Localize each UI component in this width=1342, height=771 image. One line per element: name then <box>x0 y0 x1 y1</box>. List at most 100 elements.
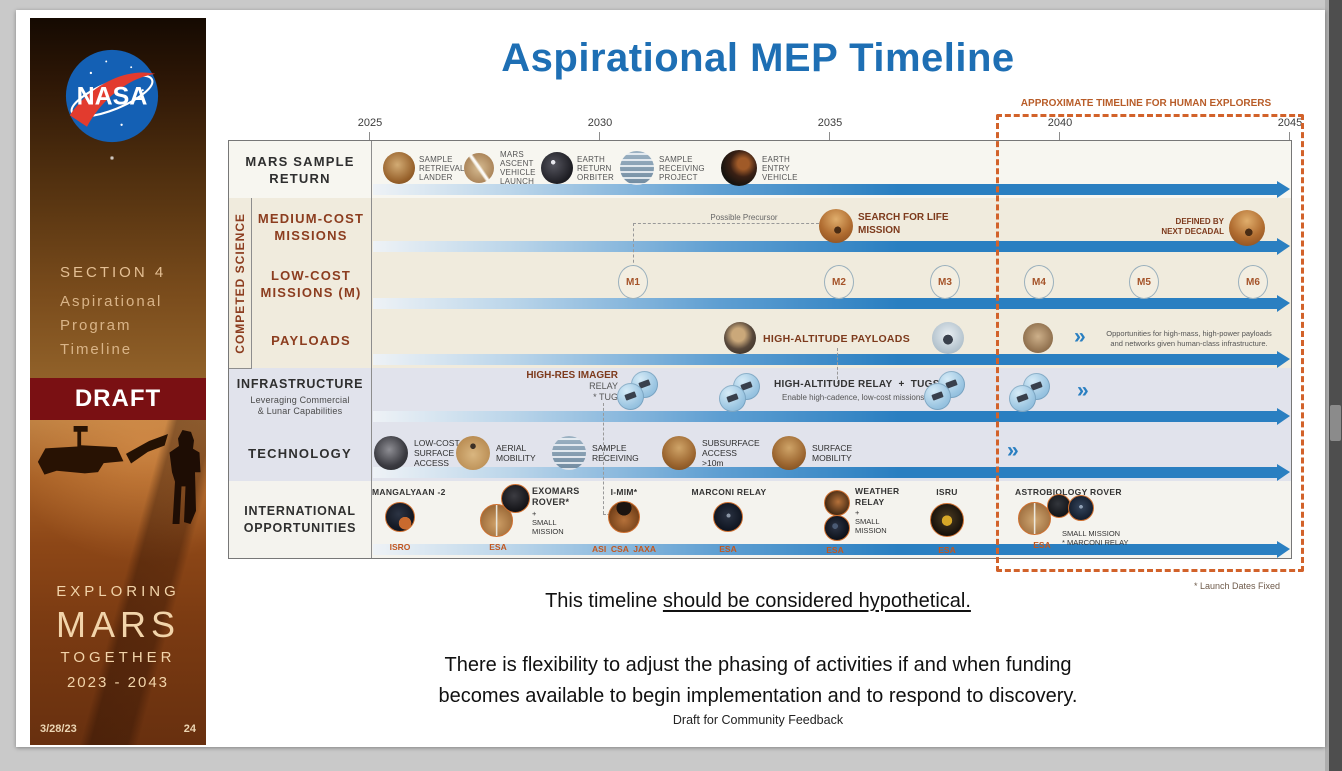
marconi-relay-icon <box>713 502 743 532</box>
technology-item-label: SUBSURFACE ACCESS >10m <box>702 438 760 468</box>
timeline-arrow-bar <box>373 181 1290 198</box>
tug-satellite-icon <box>617 383 644 410</box>
timeline-arrow-bar <box>373 464 1290 481</box>
timeline-arrow-bar <box>373 351 1290 368</box>
international-item-extra: + SMALL MISSION <box>855 508 887 535</box>
row-label: MEDIUM-COST MISSIONS <box>257 210 365 243</box>
payload-balloon-icon <box>932 322 964 354</box>
row-label: INTERNATIONAL OPPORTUNITIES <box>243 503 357 535</box>
human-explorers-label: APPROXIMATE TIMELINE FOR HUMAN EXPLORERS <box>1020 98 1272 109</box>
scrollbar-thumb[interactable] <box>1330 405 1341 441</box>
international-item-title: EXOMARS ROVER* <box>532 486 580 507</box>
axis-tick <box>1059 132 1060 140</box>
high-res-imager-label: HIGH-RES IMAGER <box>526 370 618 381</box>
mission-m3-marker: M3 <box>930 265 960 299</box>
i-mim-icon <box>608 501 640 533</box>
aerial-mobility-helicopter-icon <box>456 436 490 470</box>
isru-icon <box>930 503 964 537</box>
row-label: PAYLOADS <box>271 332 351 348</box>
msr-item-label: MARS ASCENT VEHICLE LAUNCH <box>500 150 536 186</box>
mission-m5-marker: M5 <box>1129 265 1159 299</box>
international-item-title: I-MIM* <box>610 487 638 497</box>
international-item-title: MARCONI RELAY <box>691 487 767 497</box>
exploring-label: EXPLORING <box>56 583 180 600</box>
agency-label: ESA <box>1033 540 1051 550</box>
imager-imim-connector-line <box>603 403 604 514</box>
nasa-logo-icon: NASA <box>65 49 159 143</box>
international-item-extra: SMALL MISSION * MARCONI RELAY <box>1062 529 1129 547</box>
payload-relay-connector-line <box>837 348 838 384</box>
subsurface-access-drill-icon <box>662 436 696 470</box>
msr-item-label: SAMPLE RECEIVING PROJECT <box>659 155 705 182</box>
timeline-content: SAMPLE RETRIEVAL LANDER MARS ASCENT VEHI… <box>229 141 1291 558</box>
draft-banner: DRAFT <box>30 378 206 420</box>
astrobiology-marconi-relay-icon <box>1068 495 1094 521</box>
high-altitude-payload-icon <box>724 322 756 354</box>
high-altitude-relay-label: HIGH-ALTITUDE RELAY + TUGS <box>774 379 940 390</box>
agency-label: ESA <box>719 544 737 554</box>
relay-tug-satellites-icon <box>1009 373 1055 413</box>
mangalyaan-2-icon <box>385 502 415 532</box>
row-label: MARS SAMPLE RETURN <box>245 153 355 186</box>
timeline-arrow-bar <box>373 238 1290 255</box>
low-cost-surface-access-icon <box>374 436 408 470</box>
earth-return-orbiter-icon <box>541 152 573 184</box>
defined-by-next-decadal-label: DEFINED BY NEXT DECADAL <box>1161 217 1224 236</box>
surface-mobility-icon <box>772 436 806 470</box>
next-decadal-mission-icon <box>1229 210 1265 246</box>
section-label: SECTION 4 <box>60 264 167 281</box>
technology-item-label: LOW-COST SURFACE ACCESS <box>414 438 460 468</box>
technology-item-label: SAMPLE RECEIVING <box>592 443 639 463</box>
international-item-title: ASTROBIOLOGY ROVER <box>1015 487 1122 497</box>
row-sublabel: Leveraging Commercial & Lunar Capabiliti… <box>250 395 350 416</box>
precursor-connector-line <box>633 223 634 268</box>
section-subtitle: Aspirational Program Timeline <box>60 293 163 358</box>
axis-year: 2045 <box>1277 117 1303 129</box>
axis-tick <box>1289 132 1290 140</box>
scrollbar-track <box>1329 0 1342 771</box>
tug-satellite-icon <box>1009 385 1036 412</box>
high-altitude-payloads-label: HIGH-ALTITUDE PAYLOADS <box>763 333 910 345</box>
msr-item-label: EARTH ENTRY VEHICLE <box>762 155 798 182</box>
slide-date: 3/28/23 <box>40 723 77 735</box>
agency-label: ASI CSA JAXA <box>592 544 656 554</box>
mars-ascent-vehicle-icon <box>464 153 494 183</box>
star-dot-icon <box>110 156 114 160</box>
relay-tug-satellites-icon <box>617 371 663 411</box>
page-number: 24 <box>183 723 196 735</box>
payload-opportunity-note: Opportunities for high-mass, high-power … <box>1106 329 1272 348</box>
axis-tick <box>599 132 600 140</box>
sample-receiving-facility-icon <box>552 436 586 470</box>
earth-entry-vehicle-icon <box>721 150 757 186</box>
technology-item-label: AERIAL MOBILITY <box>496 443 536 463</box>
agency-label: ISRO <box>389 542 411 552</box>
high-res-imager-block: HIGH-RES IMAGER RELAY * TUG <box>498 370 618 403</box>
continuation-chevron-icon: » <box>1007 439 1019 462</box>
tug-sublabel: * TUG <box>593 392 618 402</box>
astrobiology-rover-icon <box>1018 502 1051 535</box>
year-range-label: 2023 - 2043 <box>66 674 170 691</box>
svg-text:NASA: NASA <box>77 83 148 111</box>
relay-tug-satellites-icon <box>924 371 970 411</box>
row-label-cell: LOW-COST MISSIONS (M) <box>251 255 372 312</box>
tug-satellite-icon <box>719 385 746 412</box>
msr-item-label: EARTH RETURN ORBITER <box>577 155 614 182</box>
agency-label: ESA <box>489 542 507 552</box>
axis-year: 2035 <box>817 117 843 129</box>
hypothetical-prefix: This timeline <box>545 590 663 612</box>
row-label: INFRASTRUCTURE <box>236 377 364 391</box>
axis-year: 2025 <box>357 117 383 129</box>
timeline-arrow-bar <box>373 541 1290 558</box>
precursor-connector-line <box>633 223 819 224</box>
axis-tick <box>369 132 370 140</box>
draft-label: DRAFT <box>74 385 162 412</box>
row-label-cell: MARS SAMPLE RETURN <box>229 141 372 198</box>
timeline-arrow-bar <box>373 408 1290 425</box>
exomars-small-mission-icon <box>501 484 530 513</box>
mission-m4-marker: M4 <box>1024 265 1054 299</box>
timeline-table: MARS SAMPLE RETURN MEDIUM-COST MISSIONS … <box>228 140 1292 559</box>
relay-sublabel: RELAY <box>589 381 618 391</box>
flexibility-statement: There is flexibility to adjust the phasi… <box>438 654 1078 707</box>
agency-label: ESA <box>826 545 844 555</box>
relay-tug-satellites-icon <box>719 373 765 413</box>
